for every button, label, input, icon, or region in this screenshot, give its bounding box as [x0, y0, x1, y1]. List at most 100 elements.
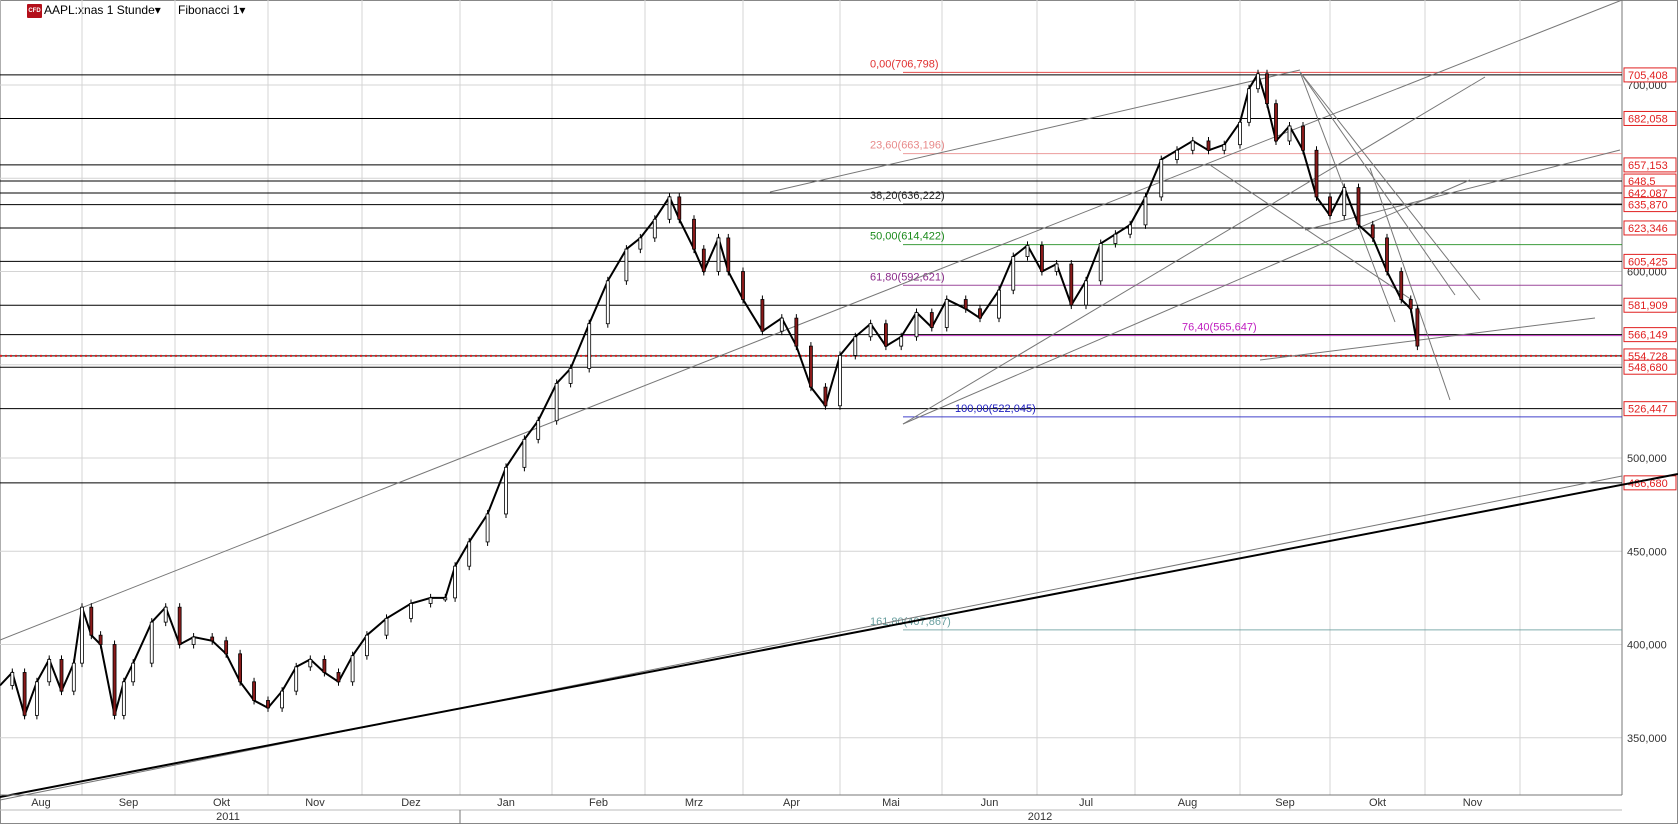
price-level-label: 648,5 — [1628, 176, 1656, 188]
trend-line — [1299, 71, 1481, 301]
cfd-logo: CFD — [27, 4, 42, 18]
price-level-tag: 526,447 — [1623, 401, 1677, 417]
candle-body — [809, 345, 813, 388]
candle-body — [364, 634, 369, 657]
candle-body — [794, 317, 799, 347]
candle-body — [963, 299, 968, 310]
candle-body — [1399, 271, 1404, 300]
candle-body — [1356, 187, 1361, 226]
price-level-box — [1623, 401, 1677, 417]
caret-down-icon: ▾ — [239, 3, 246, 17]
x-tick-label: Nov — [1463, 797, 1483, 809]
candle-body — [504, 466, 508, 515]
candle-body — [929, 312, 934, 328]
candle-body — [1011, 256, 1016, 291]
candle-body — [726, 237, 731, 272]
candle-body — [1238, 121, 1242, 146]
candle-body — [1084, 280, 1088, 306]
x-tick-label: Sep — [119, 797, 139, 809]
candle-body — [322, 659, 327, 673]
price-level-tag: 581,909 — [1623, 297, 1677, 313]
symbol-label: AAPL:xnas 1 Stunde — [44, 3, 155, 17]
trend-line — [0, 0, 1623, 641]
candle-body — [522, 438, 527, 468]
x-tick-label: Jul — [1079, 797, 1093, 809]
candle-body — [853, 336, 858, 356]
x-tick-label: Aug — [1178, 797, 1198, 809]
candle-body — [978, 308, 982, 319]
candle-body — [1415, 308, 1420, 347]
candle-body — [741, 271, 745, 300]
candle-body — [587, 323, 592, 369]
candle-body — [1128, 224, 1132, 235]
price-level-label: 566,149 — [1628, 330, 1668, 342]
candle-body — [280, 690, 285, 709]
candle-body — [1025, 244, 1030, 257]
price-level-tag: 605,425 — [1623, 253, 1677, 269]
x-tick-label: Sep — [1275, 797, 1295, 809]
candle-body — [191, 636, 196, 645]
x-tick-label: Jan — [497, 797, 515, 809]
candle-body — [71, 662, 76, 692]
long-term-support-line — [0, 473, 1678, 798]
candle-body — [624, 248, 629, 282]
candle-body — [914, 312, 919, 338]
candle-body — [779, 317, 784, 332]
candle-body — [1287, 125, 1292, 142]
candle-body — [1342, 187, 1347, 216]
fibonacci-label: 23,60(663,196) — [870, 140, 945, 152]
candle-body — [163, 606, 168, 623]
candle-body — [1098, 243, 1103, 282]
candle-body — [485, 513, 490, 543]
candle-body — [10, 672, 15, 686]
x-tick-label: Okt — [1369, 797, 1386, 809]
candle-body — [1175, 149, 1179, 160]
candle-body — [453, 565, 458, 599]
candle-body — [1408, 299, 1413, 310]
candle-body — [266, 700, 270, 709]
y-tick-label: 350,000 — [1627, 733, 1667, 745]
candle-body — [1247, 88, 1251, 123]
year-label: 2011 — [216, 811, 240, 823]
price-level-box — [1623, 327, 1677, 343]
price-level-label: 605,425 — [1628, 256, 1668, 268]
study-selector[interactable]: Fibonacci 1▾ — [178, 3, 245, 17]
price-level-label: 635,870 — [1628, 200, 1668, 212]
x-tick-label: Jun — [981, 797, 999, 809]
price-level-box — [1623, 359, 1677, 375]
y-tick-label: 450,000 — [1627, 546, 1667, 558]
candle-body — [80, 606, 84, 664]
candle-body — [1159, 159, 1164, 198]
candle-body — [350, 655, 355, 683]
price-level-box — [1623, 475, 1677, 491]
candle-body — [1143, 196, 1148, 226]
price-level-label: 548,680 — [1628, 362, 1668, 374]
price-level-box — [1623, 110, 1677, 126]
candle-body — [638, 237, 643, 250]
price-level-tag: 705,408 — [1623, 67, 1677, 83]
candle-body — [294, 666, 299, 692]
price-level-tag: 648,5 — [1623, 173, 1677, 189]
candle-body — [98, 634, 103, 645]
candle-body — [554, 382, 559, 422]
candle-body — [1265, 73, 1269, 105]
candle-body — [59, 659, 64, 692]
candle-body — [131, 662, 136, 683]
x-tick-label: Nov — [305, 797, 325, 809]
price-level-box — [1623, 220, 1677, 236]
symbol-selector[interactable]: AAPL:xnas 1 Stunde▾ — [44, 3, 161, 17]
price-level-box — [1623, 197, 1677, 213]
candle-body — [443, 597, 448, 601]
study-label: Fibonacci 1 — [178, 3, 240, 17]
candle-body — [1069, 263, 1074, 306]
price-level-tag: 566,149 — [1623, 327, 1677, 343]
candle-body — [428, 597, 433, 604]
candle-body — [210, 636, 215, 642]
candle-body — [384, 617, 389, 636]
y-tick-label: 400,000 — [1627, 640, 1667, 652]
price-level-tag: 642,087 — [1623, 185, 1677, 201]
candle-body — [692, 218, 696, 250]
